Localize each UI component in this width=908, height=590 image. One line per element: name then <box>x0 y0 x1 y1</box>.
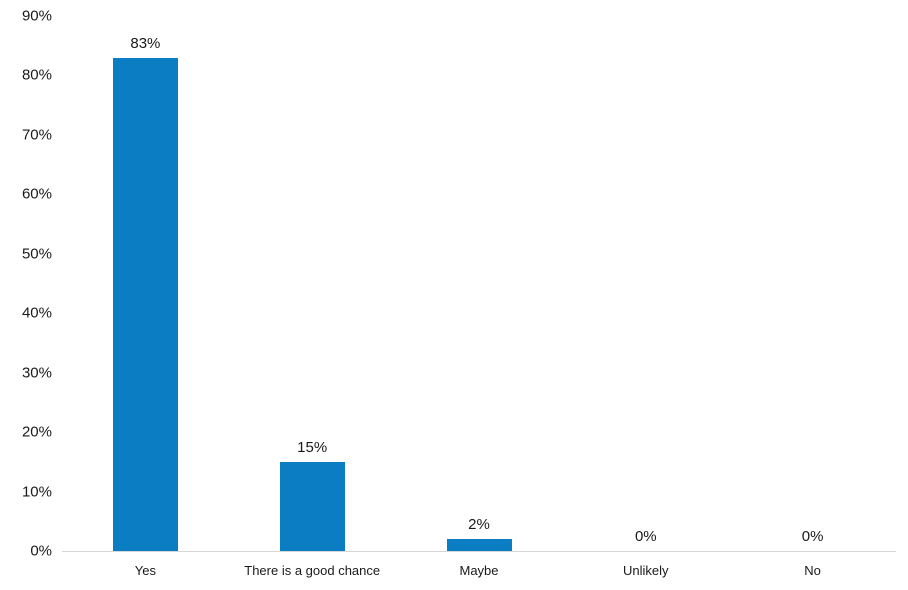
bar-value-label: 0% <box>801 528 824 545</box>
y-tick-label: 60% <box>21 185 52 203</box>
category-label: There is a good chance <box>244 563 381 578</box>
bar-value-label: 15% <box>297 439 328 456</box>
y-tick-label: 50% <box>21 245 52 263</box>
bar <box>446 539 512 551</box>
y-tick-label: 70% <box>21 126 52 144</box>
category-label: Unlikely <box>623 563 669 578</box>
y-tick-label: 0% <box>30 542 52 560</box>
plot-area: 83% 15% 2% 0% 0% <box>62 16 896 552</box>
y-tick-label: 80% <box>21 66 52 84</box>
y-tick-label: 90% <box>21 7 52 25</box>
bar <box>112 58 178 551</box>
y-tick-label: 10% <box>21 483 52 501</box>
bar <box>279 462 345 551</box>
category-label: No <box>804 563 821 578</box>
bar-value-label: 0% <box>634 528 657 545</box>
y-tick-label: 30% <box>21 364 52 382</box>
category-label: Yes <box>134 563 156 578</box>
category-label: Maybe <box>459 563 499 578</box>
y-tick-label: 20% <box>21 423 52 441</box>
bar-value-label: 83% <box>130 35 161 52</box>
y-tick-label: 40% <box>21 304 52 322</box>
bar-value-label: 2% <box>468 516 490 533</box>
